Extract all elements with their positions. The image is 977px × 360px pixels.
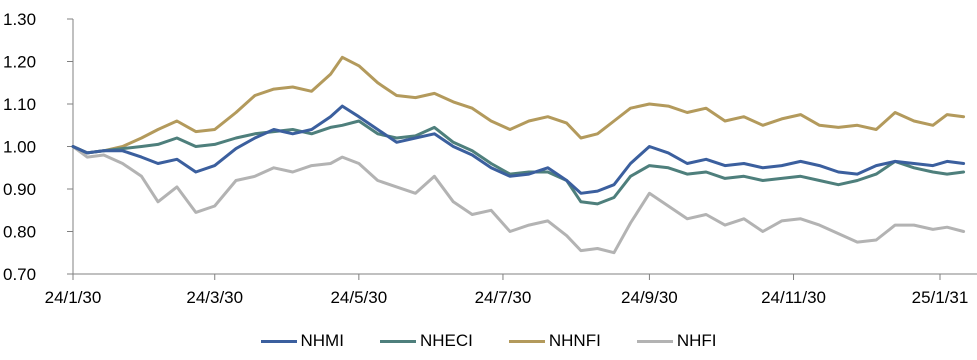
legend-label: NHECI (419, 331, 473, 350)
legend-item-nhfi: NHFI (636, 331, 717, 351)
legend-label: NHNFI (548, 331, 601, 350)
legend-swatch (508, 339, 545, 343)
y-tick-label: 0.70 (3, 265, 36, 284)
series-line-nhfi (71, 145, 966, 255)
chart-legend: NHMI NHECI NHNFI NHFI (0, 328, 977, 354)
line-chart: 0.70 0.80 0.90 1.00 1.10 1.20 1.30 24/1/30 24/3… (3, 10, 977, 307)
x-axis: 24/1/30 24/3/30 24/5/30 24/7/30 24/9/30 24/11… (45, 273, 977, 307)
x-tick-label: 24/9/30 (621, 288, 678, 307)
x-tick-label: 24/11/30 (761, 288, 826, 307)
legend-item-nhmi: NHMI (260, 331, 344, 351)
y-tick-label: 0.90 (3, 180, 36, 199)
x-tick-label: 24/1/30 (45, 288, 102, 307)
y-tick-label: 0.80 (3, 223, 36, 242)
x-tick-label: 25/1/31 (912, 288, 969, 307)
series-line-nhmi (71, 104, 966, 195)
legend-item-nheci: NHECI (379, 331, 473, 351)
series-line-nhnfi (71, 55, 966, 155)
legend-swatch (260, 339, 297, 343)
y-tick-label: 1.20 (3, 53, 36, 72)
series-lines (71, 55, 966, 255)
x-tick-label: 24/7/30 (475, 288, 532, 307)
x-tick-label: 24/3/30 (186, 288, 243, 307)
legend-label: NHFI (676, 331, 717, 350)
legend-swatch (636, 339, 673, 343)
y-tick-label: 1.00 (3, 138, 36, 157)
y-axis: 0.70 0.80 0.90 1.00 1.10 1.20 1.30 (3, 10, 74, 284)
legend-item-nhnfi: NHNFI (508, 331, 601, 351)
series-line-nheci (71, 119, 966, 206)
y-tick-label: 1.10 (3, 95, 36, 114)
legend-label: NHMI (300, 331, 344, 350)
legend-swatch (379, 339, 416, 343)
x-tick-label: 24/5/30 (330, 288, 387, 307)
y-tick-label: 1.30 (3, 10, 36, 29)
